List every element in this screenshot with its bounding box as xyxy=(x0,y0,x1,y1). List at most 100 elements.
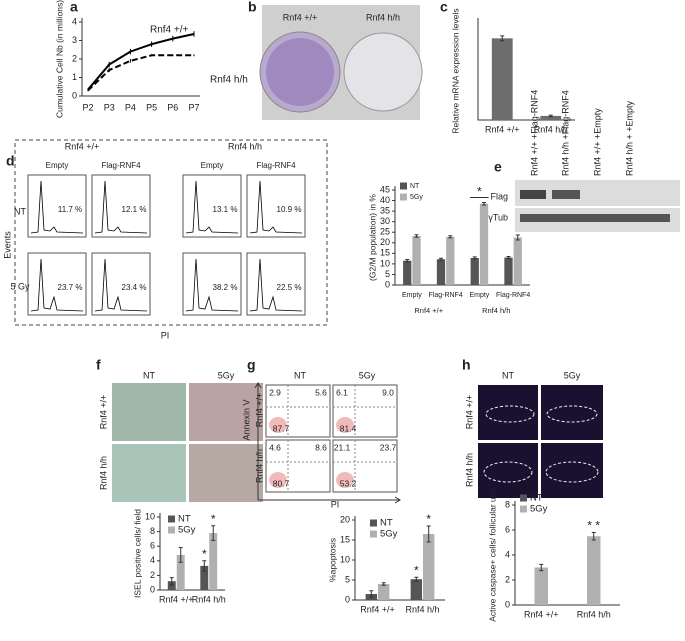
error-bar xyxy=(369,590,374,598)
series-label: Rnf4 +/+ xyxy=(150,25,189,36)
x-tick-label: Rnf4 h/h xyxy=(405,604,439,614)
x-tick-label: Flag-RNF4 xyxy=(496,292,530,299)
histogram-frame xyxy=(91,174,151,238)
error-bar xyxy=(414,576,419,582)
x-tick-label: Rnf4 h/h xyxy=(534,124,568,134)
histogram-frame xyxy=(246,174,306,238)
bar xyxy=(410,579,422,600)
flow-plots: 2.9 5.6 87.7 6.1 9.0 81.4 4.6 8.6 80.7 21.1 23.7 53… xyxy=(265,384,398,493)
y-tick-label: 4 xyxy=(72,16,77,26)
follicle-outline xyxy=(545,461,599,483)
y-label: Events xyxy=(2,231,12,259)
significance: * xyxy=(211,512,216,526)
y-tick-label: 10 xyxy=(145,511,155,521)
y-axis-label: %apoptosis xyxy=(327,538,337,582)
y-tick-label: 6 xyxy=(150,541,155,551)
quadrant-value: 80.7 xyxy=(273,478,290,488)
construct-label: Flag-RNF4 xyxy=(101,161,141,170)
y-tick-label: 8 xyxy=(150,526,155,536)
y-tick-label: 25 xyxy=(380,227,390,237)
histogram-frame xyxy=(27,174,87,238)
error-bar xyxy=(539,563,544,572)
construct-label: Empty xyxy=(46,161,69,170)
y-axis-label: Active caspase+ cells/ follicular unit xyxy=(487,488,497,622)
bar xyxy=(209,533,218,590)
significance: * xyxy=(477,185,482,199)
y-tick-label: 10 xyxy=(340,554,350,564)
tissue-image xyxy=(112,444,186,502)
bar xyxy=(470,257,479,285)
x-tick-label: P7 xyxy=(188,102,199,112)
column-label: NT xyxy=(143,370,155,380)
genotype-label: Rnf4 +/+ xyxy=(65,141,100,151)
histogram-frame xyxy=(182,174,242,238)
quadrant-value: 4.6 xyxy=(269,442,281,452)
row-label: Rnf4 h/h xyxy=(98,456,108,490)
legend-label: NT xyxy=(410,183,420,190)
legend-label: NT xyxy=(530,493,543,504)
percentage: 38.2 % xyxy=(213,283,238,292)
histogram-trace xyxy=(94,180,148,234)
percentage: 12.1 % xyxy=(122,205,147,214)
x-tick-label: Rnf4 +/+ xyxy=(159,594,194,604)
error-bar xyxy=(515,234,520,241)
band xyxy=(520,214,670,222)
bar xyxy=(534,567,548,605)
x-tick-label: Rnf4 +/+ xyxy=(524,609,559,619)
construct-label: Flag-RNF4 xyxy=(256,161,296,170)
x-tick-label: P3 xyxy=(104,102,115,112)
quadrant-value: 9.0 xyxy=(382,387,394,397)
lane-label: Rnf4 h/h + +Empty xyxy=(624,100,634,176)
panel-frame xyxy=(14,139,328,326)
band xyxy=(520,190,546,199)
fluorescence-image xyxy=(478,385,538,440)
legend-swatch xyxy=(520,494,527,502)
tissue-image xyxy=(112,383,186,441)
panel-label: h xyxy=(462,357,471,373)
histogram-frame xyxy=(182,252,242,316)
significance: * xyxy=(414,563,419,577)
error-bar xyxy=(438,257,443,261)
x-tick-label: P4 xyxy=(125,102,136,112)
column-label: 5Gy xyxy=(564,370,581,380)
y-tick-label: 2 xyxy=(150,570,155,580)
y-tick-label: 8 xyxy=(505,499,510,509)
y-tick-label: 2 xyxy=(505,574,510,584)
y-axis-label: Cumulative Cell Nb (in millions) xyxy=(54,0,64,118)
follicle-outline xyxy=(546,405,598,423)
dish-label: Rnf4 +/+ xyxy=(283,12,318,22)
panel-label: e xyxy=(494,159,502,175)
legend-swatch xyxy=(370,530,377,538)
error-bar xyxy=(405,258,410,263)
y-tick-label: 4 xyxy=(505,549,510,559)
percentage: 10.9 % xyxy=(277,205,302,214)
x-tick-label: Rnf4 +/+ xyxy=(485,124,520,134)
lane-label: Rnf4 +/+ +Empty xyxy=(592,108,602,176)
column-label: 5Gy xyxy=(359,370,376,380)
quadrant-value: 8.6 xyxy=(315,442,327,452)
follicle-outline xyxy=(485,405,535,423)
bar xyxy=(403,260,412,285)
flow-plot xyxy=(332,384,398,438)
percentage: 13.1 % xyxy=(213,205,238,214)
row-label: Flag xyxy=(490,191,508,201)
histogram-trace xyxy=(30,258,84,312)
row-label: Rnf4 +/+ xyxy=(98,395,108,430)
y-tick-label: 40 xyxy=(380,195,390,205)
legend-swatch xyxy=(168,515,175,523)
x-tick-label: Empty xyxy=(402,292,422,299)
x-tick-label: Rnf4 h/h xyxy=(577,609,611,619)
y-axis-label: ISEL positive cells/ field xyxy=(132,509,142,598)
percentage: 23.7 % xyxy=(58,283,83,292)
row-label: Rnf4 h/h xyxy=(254,449,264,483)
band xyxy=(552,190,580,199)
x-tick-label: Rnf4 +/+ xyxy=(360,604,395,614)
bar xyxy=(479,203,489,285)
y-axis-label: Relative mRNA expression levels xyxy=(450,8,460,133)
x-tick-label: P6 xyxy=(167,102,178,112)
legend-label: 5Gy xyxy=(410,194,423,201)
line xyxy=(87,54,194,92)
quadrant-value: 6.1 xyxy=(336,387,348,397)
histogram-trace xyxy=(249,258,303,312)
significance: * xyxy=(426,512,431,526)
